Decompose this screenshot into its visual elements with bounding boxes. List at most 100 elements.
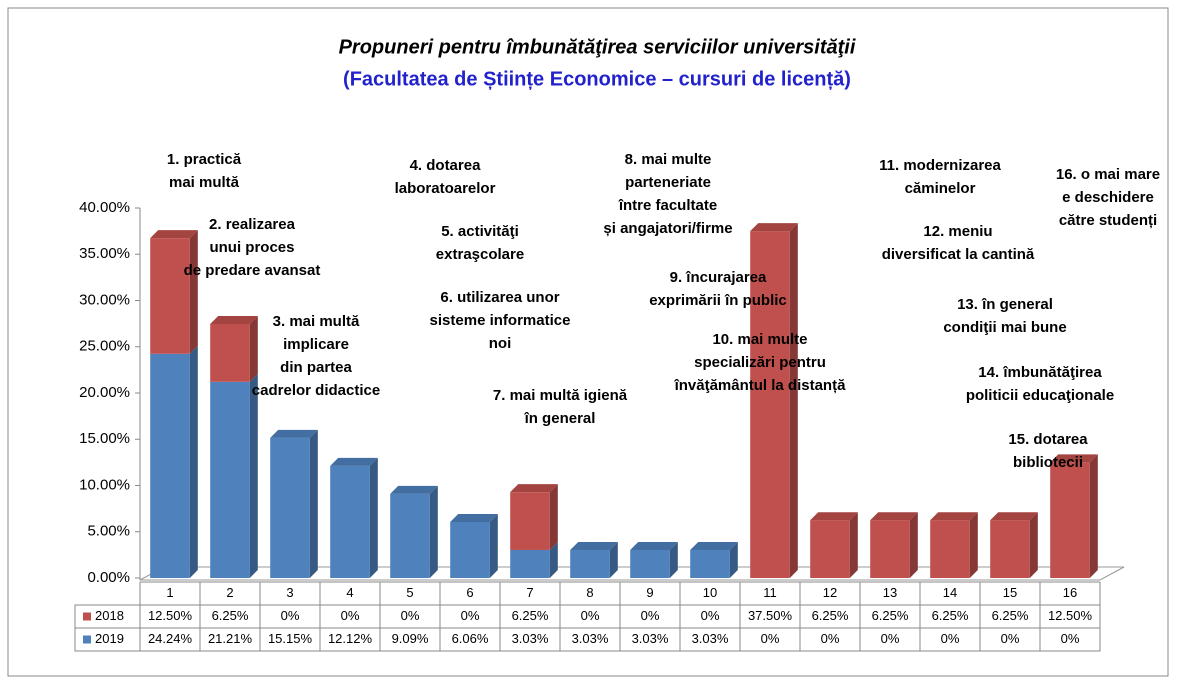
- bar-segment: [330, 465, 370, 578]
- data-label: 6.25%: [512, 608, 549, 623]
- bar-segment: [630, 549, 670, 578]
- annotation: noi: [489, 335, 512, 352]
- data-label: 15.15%: [268, 631, 313, 646]
- annotation: 3. mai multă: [273, 313, 360, 330]
- y-tick-label: 15.00%: [79, 430, 130, 447]
- data-label: 3.03%: [632, 631, 669, 646]
- annotation: e deschidere: [1062, 189, 1154, 206]
- data-label: 9.09%: [392, 631, 429, 646]
- data-label: 6.25%: [992, 608, 1029, 623]
- annotation: 15. dotarea: [1008, 431, 1088, 448]
- bar-side: [189, 345, 198, 578]
- x-tick-label: 15: [1003, 585, 1017, 600]
- bar-segment: [930, 520, 970, 578]
- annotation: mai multă: [169, 174, 240, 191]
- data-label: 0%: [941, 631, 960, 646]
- annotation: 2. realizarea: [209, 216, 296, 233]
- bar-segment: [510, 549, 550, 578]
- y-tick-label: 30.00%: [79, 291, 130, 308]
- data-label: 6.25%: [872, 608, 909, 623]
- bar-segment: [270, 437, 310, 578]
- annotation: 12. meniu: [923, 223, 992, 240]
- legend-label: 2019: [95, 631, 124, 646]
- bar-segment: [450, 521, 490, 578]
- data-label: 12.50%: [1048, 608, 1093, 623]
- x-tick-label: 16: [1063, 585, 1077, 600]
- data-label: 21.21%: [208, 631, 253, 646]
- bar-top: [690, 541, 738, 550]
- x-tick-label: 3: [286, 585, 293, 600]
- data-label: 3.03%: [572, 631, 609, 646]
- data-label: 0%: [401, 608, 420, 623]
- annotation: 11. modernizarea: [879, 157, 1001, 174]
- bar-side: [1089, 454, 1098, 578]
- legend-swatch: [83, 612, 91, 621]
- annotation: parteneriate: [625, 174, 711, 191]
- bar-side: [489, 513, 498, 578]
- bar-side: [549, 484, 558, 550]
- chart-title: Propuneri pentru îmbunătăţirea serviciil…: [339, 36, 856, 58]
- bar-segment: [690, 549, 730, 578]
- data-label: 0%: [881, 631, 900, 646]
- annotation: diversificat la cantină: [882, 246, 1035, 263]
- bar-segment: [210, 381, 250, 578]
- data-label: 37.50%: [748, 608, 793, 623]
- bar-side: [669, 541, 678, 578]
- data-label: 0%: [461, 608, 480, 623]
- bar-top: [330, 457, 378, 466]
- annotation: 7. mai multă igienă: [493, 387, 628, 404]
- bar-top: [570, 541, 618, 550]
- y-tick-label: 5.00%: [87, 523, 130, 540]
- y-tick-label: 25.00%: [79, 338, 130, 355]
- annotation: în general: [524, 410, 596, 427]
- y-tick-label: 20.00%: [79, 384, 130, 401]
- bar-segment: [150, 353, 190, 578]
- data-label: 6.25%: [932, 608, 969, 623]
- x-tick-label: 14: [943, 585, 957, 600]
- annotation: laboratoarelor: [395, 180, 496, 197]
- x-tick-label: 5: [406, 585, 413, 600]
- chart-subtitle: (Facultatea de Științe Economice – cursu…: [343, 68, 851, 90]
- x-tick-label: 8: [586, 585, 593, 600]
- data-label: 0%: [1001, 631, 1020, 646]
- annotation: 9. încurajarea: [670, 269, 767, 286]
- data-label: 12.12%: [328, 631, 373, 646]
- data-label: 3.03%: [512, 631, 549, 646]
- annotation: 6. utilizarea unor: [440, 289, 559, 306]
- annotation: 14. îmbunătăţirea: [978, 364, 1102, 381]
- bar-side: [369, 457, 378, 578]
- y-tick-label: 0.00%: [87, 569, 130, 586]
- bar-side: [189, 230, 198, 354]
- bar-side: [609, 541, 618, 578]
- annotation: din partea: [280, 359, 352, 376]
- annotation: 13. în general: [957, 296, 1053, 313]
- annotation: și angajatori/firme: [603, 220, 732, 237]
- data-label: 0%: [761, 631, 780, 646]
- bar-side: [249, 373, 258, 578]
- bar-segment: [1050, 462, 1090, 578]
- bar-top: [150, 230, 198, 239]
- data-label: 0%: [281, 608, 300, 623]
- bar-top: [270, 429, 318, 438]
- bar-segment: [210, 323, 250, 382]
- annotation: condiţii mai bune: [943, 319, 1066, 336]
- x-tick-label: 12: [823, 585, 837, 600]
- bar-segment: [870, 520, 910, 578]
- annotation: bibliotecii: [1013, 454, 1083, 471]
- data-label: 12.50%: [148, 608, 193, 623]
- bar-segment: [810, 520, 850, 578]
- bar-segment: [150, 238, 190, 354]
- bar-top: [510, 484, 558, 493]
- x-tick-label: 1: [166, 585, 173, 600]
- bar-side: [789, 223, 798, 578]
- legend-swatch: [83, 635, 91, 644]
- annotation: către studenți: [1059, 212, 1157, 229]
- annotation: învăţământul la distanță: [674, 377, 847, 394]
- bar-top: [1050, 454, 1098, 463]
- bar-side: [909, 512, 918, 578]
- annotation: 8. mai multe: [625, 151, 712, 168]
- bar-top: [990, 512, 1038, 521]
- data-label: 6.25%: [812, 608, 849, 623]
- bar-side: [969, 512, 978, 578]
